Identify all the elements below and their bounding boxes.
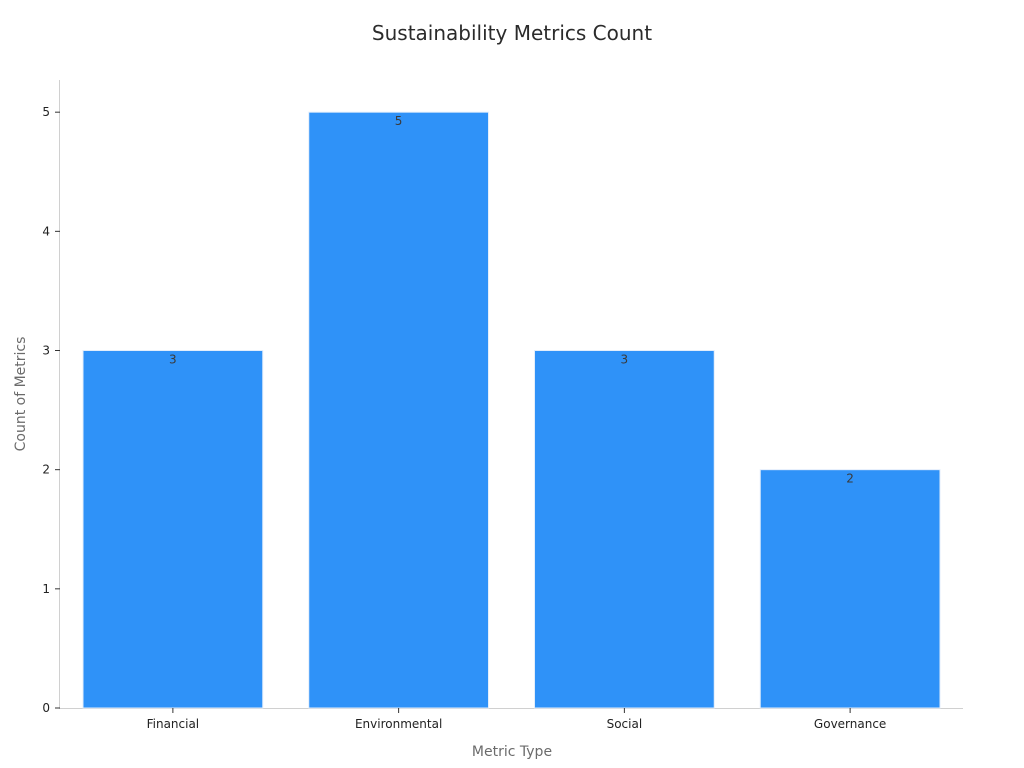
bar-environmental [308,111,489,709]
x-tick-label-governance: Governance [814,717,886,731]
data-label-social: 3 [621,353,629,367]
data-label-governance: 2 [846,472,854,486]
bar-governance [759,469,941,709]
bar-financial [82,350,264,709]
x-tick-label-environmental: Environmental [355,717,442,731]
chart-title: Sustainability Metrics Count [372,21,652,45]
data-label-environmental: 5 [395,114,403,128]
x-ticks-group: Financial Environmental Social Governance [147,708,886,731]
bars-group [82,111,941,709]
x-axis-title: Metric Type [472,744,552,760]
x-tick-label-financial: Financial [147,717,200,731]
y-tick-label: 4 [42,224,50,238]
y-tick-label: 3 [42,344,50,358]
y-tick-label: 1 [42,582,50,596]
data-label-financial: 3 [169,353,177,367]
y-tick-label: 2 [42,463,50,477]
y-axis-title: Count of Metrics [13,337,29,452]
data-labels-group: 3 5 3 2 [169,114,854,485]
y-tick-label: 0 [42,701,50,715]
bar-social [534,350,715,709]
y-tick-label: 5 [42,105,50,119]
x-tick-label-social: Social [607,717,643,731]
y-ticks-group: 0 1 2 3 4 5 [42,105,60,715]
